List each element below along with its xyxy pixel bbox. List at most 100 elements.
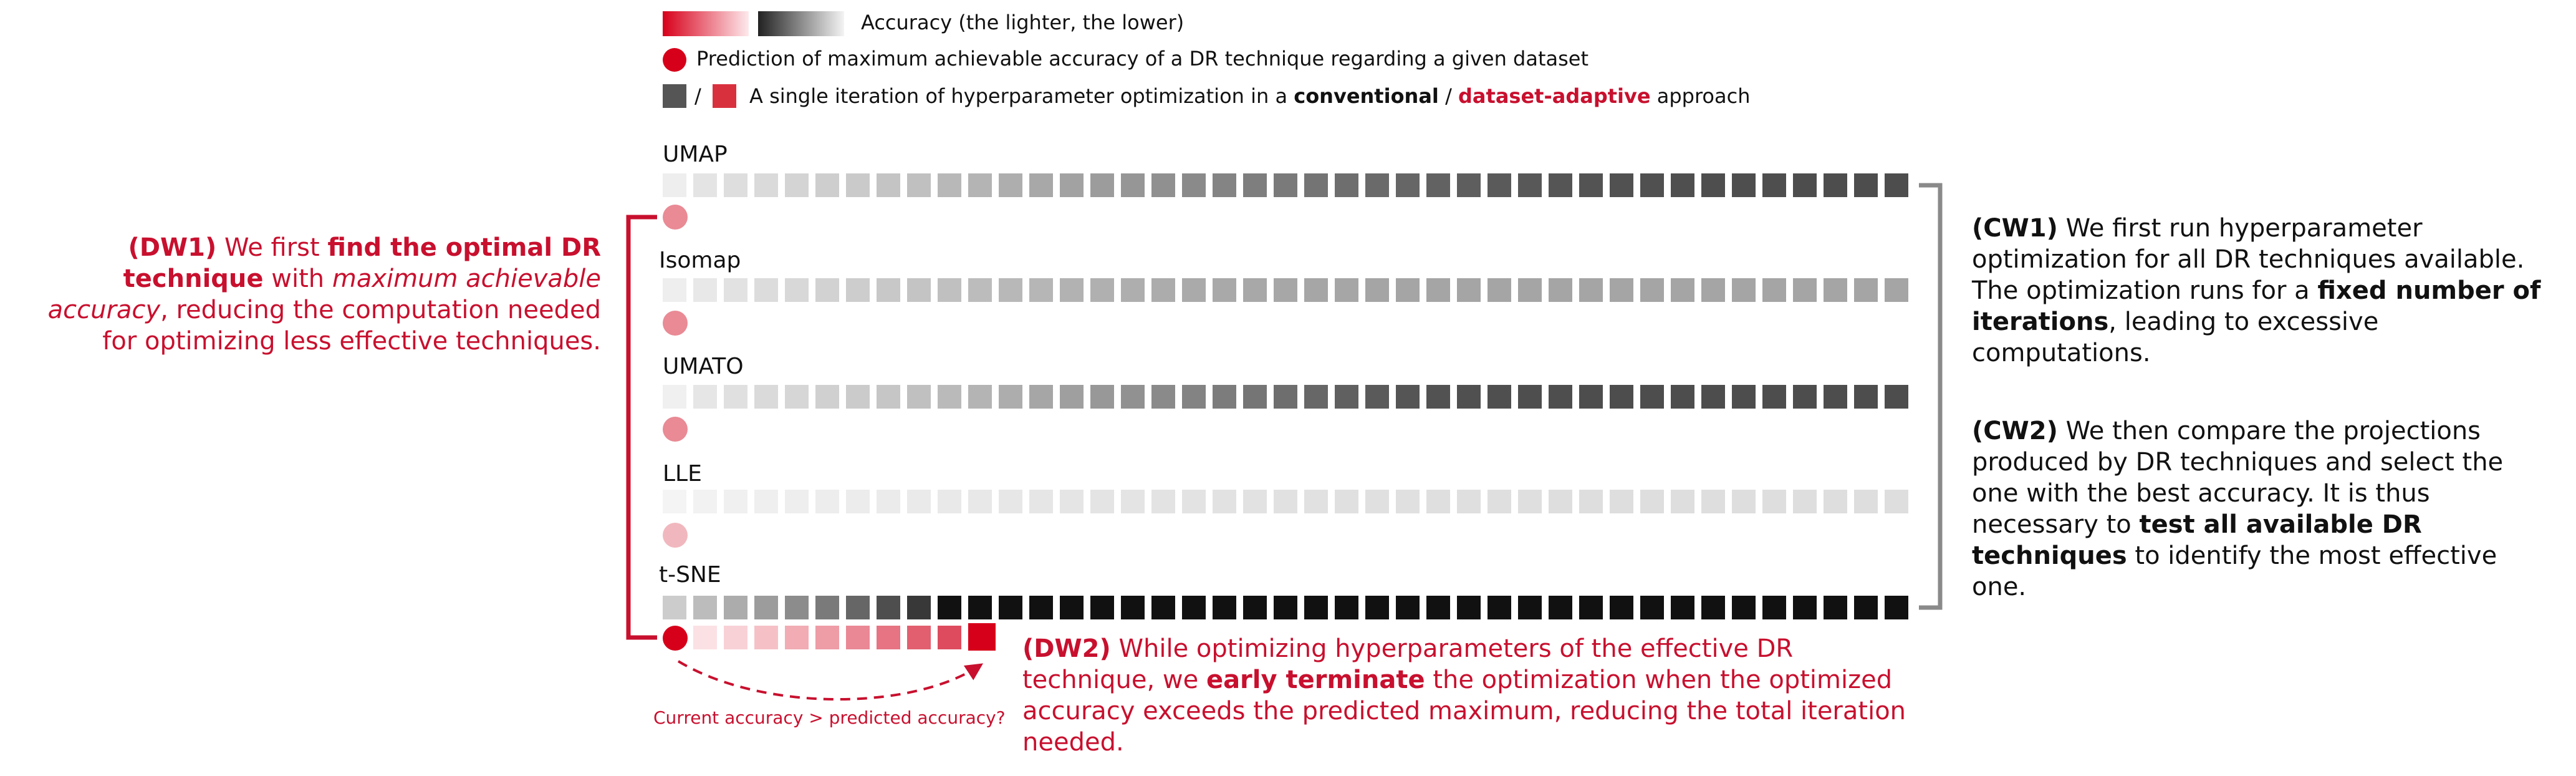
- iteration-square: [1793, 385, 1817, 409]
- iteration-square: [1824, 596, 1847, 619]
- iteration-square: [1274, 173, 1297, 197]
- iteration-square: [1487, 490, 1511, 513]
- iteration-square: [1151, 278, 1175, 302]
- iteration-square: [693, 173, 717, 197]
- iteration-strip-tsne: [663, 596, 1910, 619]
- iteration-square: [1885, 173, 1908, 197]
- dw1-italic-1: maximum achievable accuracy: [47, 264, 601, 324]
- iteration-square: [1640, 173, 1664, 197]
- technique-label-umap: UMAP: [663, 142, 728, 167]
- iteration-square: [1121, 173, 1145, 197]
- iteration-square: [877, 278, 900, 302]
- iteration-square: [1213, 490, 1236, 513]
- accuracy-legend-label: Accuracy (the lighter, the lower): [861, 11, 1185, 34]
- iteration-square: [1213, 278, 1236, 302]
- iteration-square: [1579, 490, 1603, 513]
- iteration-square: [724, 490, 747, 513]
- iteration-square: [1732, 173, 1756, 197]
- prediction-dot-tsne: [663, 626, 688, 651]
- iteration-square: [1182, 173, 1206, 197]
- iteration-square: [1426, 278, 1450, 302]
- iteration-square: [1518, 278, 1542, 302]
- iteration-square: [1090, 385, 1114, 409]
- prediction-dot-icon: [663, 48, 686, 72]
- iteration-square: [1365, 278, 1389, 302]
- cw2-annotation: (CW2) We then compare the projections pr…: [1972, 415, 2549, 603]
- iteration-square: [1671, 173, 1694, 197]
- iteration-legend-slash: /: [1445, 84, 1452, 108]
- iteration-square: [663, 173, 686, 197]
- iteration-square: [1151, 173, 1175, 197]
- iteration-square: [1885, 385, 1908, 409]
- iteration-square: [877, 596, 900, 619]
- iteration-square: [1824, 173, 1847, 197]
- cw2-text-2: to identify the most effective one.: [1972, 541, 2497, 601]
- iteration-square: [1457, 385, 1481, 409]
- iteration-square: [1090, 278, 1114, 302]
- iteration-square: [1396, 490, 1420, 513]
- iteration-square: [1213, 173, 1236, 197]
- iteration-square: [1640, 278, 1664, 302]
- iteration-square: [1824, 385, 1847, 409]
- iteration-square: [1487, 596, 1511, 619]
- iteration-square: [1793, 596, 1817, 619]
- cw2-text-1: We then compare the projections produced…: [1972, 417, 2504, 539]
- technique-label-umato: UMATO: [663, 354, 744, 379]
- iteration-square: [1549, 490, 1572, 513]
- iteration-square: [1457, 490, 1481, 513]
- iteration-square: [968, 173, 992, 197]
- iteration-square: [1732, 278, 1756, 302]
- iteration-square: [1335, 490, 1358, 513]
- iteration-square: [1243, 173, 1267, 197]
- iteration-square: [1274, 596, 1297, 619]
- iteration-square: [846, 173, 870, 197]
- iteration-square: [1732, 385, 1756, 409]
- iteration-square: [1671, 385, 1694, 409]
- iteration-square: [1487, 385, 1511, 409]
- iteration-square: [1579, 173, 1603, 197]
- iteration-square: [907, 278, 931, 302]
- cw2-bold-1: test all available DR techniques: [1972, 510, 2422, 570]
- legend: Accuracy (the lighter, the lower) Predic…: [0, 0, 2576, 119]
- adaptive-iteration-square: [846, 626, 870, 649]
- adaptive-iteration-square: [877, 626, 900, 649]
- early-termination-arrow: [677, 660, 984, 701]
- iteration-square: [693, 278, 717, 302]
- iteration-square: [1518, 596, 1542, 619]
- iteration-strip-umap: [663, 173, 1910, 197]
- adaptive-strip-tsne: [693, 623, 1005, 651]
- iteration-square: [1029, 596, 1053, 619]
- iteration-square: [1640, 596, 1664, 619]
- iteration-square: [1732, 596, 1756, 619]
- adaptive-iteration-square: [907, 626, 931, 649]
- iteration-square: [663, 596, 686, 619]
- iteration-square: [724, 596, 747, 619]
- iteration-square: [754, 596, 778, 619]
- prediction-dot-umap: [663, 205, 688, 230]
- iteration-square: [1029, 385, 1053, 409]
- iteration-legend-post: approach: [1656, 84, 1751, 108]
- iteration-square: [846, 490, 870, 513]
- iteration-square: [1549, 596, 1572, 619]
- iteration-square: [1243, 278, 1267, 302]
- iteration-square: [999, 596, 1022, 619]
- iteration-square: [1060, 596, 1084, 619]
- iteration-square: [754, 173, 778, 197]
- iteration-square: [1029, 173, 1053, 197]
- legend-square-slash: /: [694, 84, 701, 108]
- iteration-square: [1640, 385, 1664, 409]
- iteration-square: [1365, 173, 1389, 197]
- iteration-square: [1701, 278, 1725, 302]
- conventional-iteration-square-icon: [663, 84, 686, 108]
- iteration-square: [1213, 385, 1236, 409]
- dw2-annotation: (DW2) While optimizing hyperparameters o…: [1022, 633, 1920, 758]
- iteration-square: [1121, 385, 1145, 409]
- iteration-square: [938, 490, 961, 513]
- iteration-square: [1029, 490, 1053, 513]
- iteration-square: [1304, 596, 1328, 619]
- iteration-square: [754, 385, 778, 409]
- iteration-square: [1610, 490, 1633, 513]
- iteration-square: [1060, 173, 1084, 197]
- iteration-square: [724, 278, 747, 302]
- gray-accuracy-gradient: [758, 11, 844, 36]
